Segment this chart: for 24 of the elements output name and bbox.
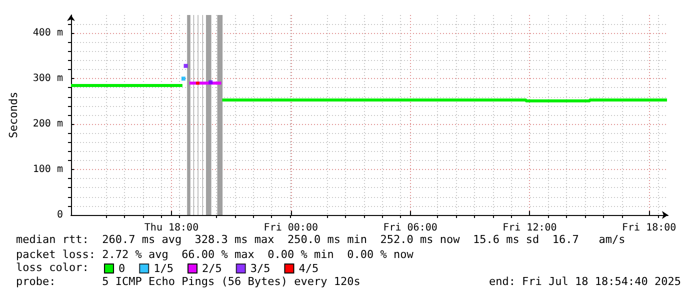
y-tick-label: 300 m <box>32 73 63 84</box>
text: packet loss: 2.72 % avg 66.00 % max 0.00 % min 0.00 % now <box>16 248 414 261</box>
legend-label: 2/5 <box>202 262 222 275</box>
y-tick-label: 0 <box>56 210 63 220</box>
x-tick-label: Fri 00:00 <box>264 222 318 234</box>
text: median rtt: 260.7 ms avg 328.3 ms max 250.0 ms min 252.0 ms now 15.6 ms sd 16.7 am/s <box>16 233 626 246</box>
legend-label: 4/5 <box>298 262 319 275</box>
x-tick-label: Fri 06:00 <box>383 222 438 234</box>
y-axis-title: Seconds <box>7 92 20 138</box>
legend-label: 3/5 <box>250 262 270 275</box>
y-tick-label: 400 m <box>32 28 63 39</box>
y-tick-label: 100 m <box>32 164 63 176</box>
text: probe: 5 ICMP Echo Pings (56 Bytes) every 120s <box>16 275 360 288</box>
x-tick-label: Fri 18:00 <box>622 222 676 234</box>
point <box>208 80 213 84</box>
legend-label: 1/5 <box>154 262 174 275</box>
x-tick-label: Fri 12:00 <box>502 222 557 234</box>
text: end: Fri Jul 18 18:54:40 2025 <box>488 275 682 288</box>
y-tick-label: 200 m <box>32 118 63 130</box>
legend-title: loss color: <box>16 261 89 274</box>
legend-label: 0 <box>118 262 126 275</box>
x-tick-label: Thu 18:00 <box>144 222 199 234</box>
point <box>181 76 186 81</box>
point <box>184 64 188 68</box>
